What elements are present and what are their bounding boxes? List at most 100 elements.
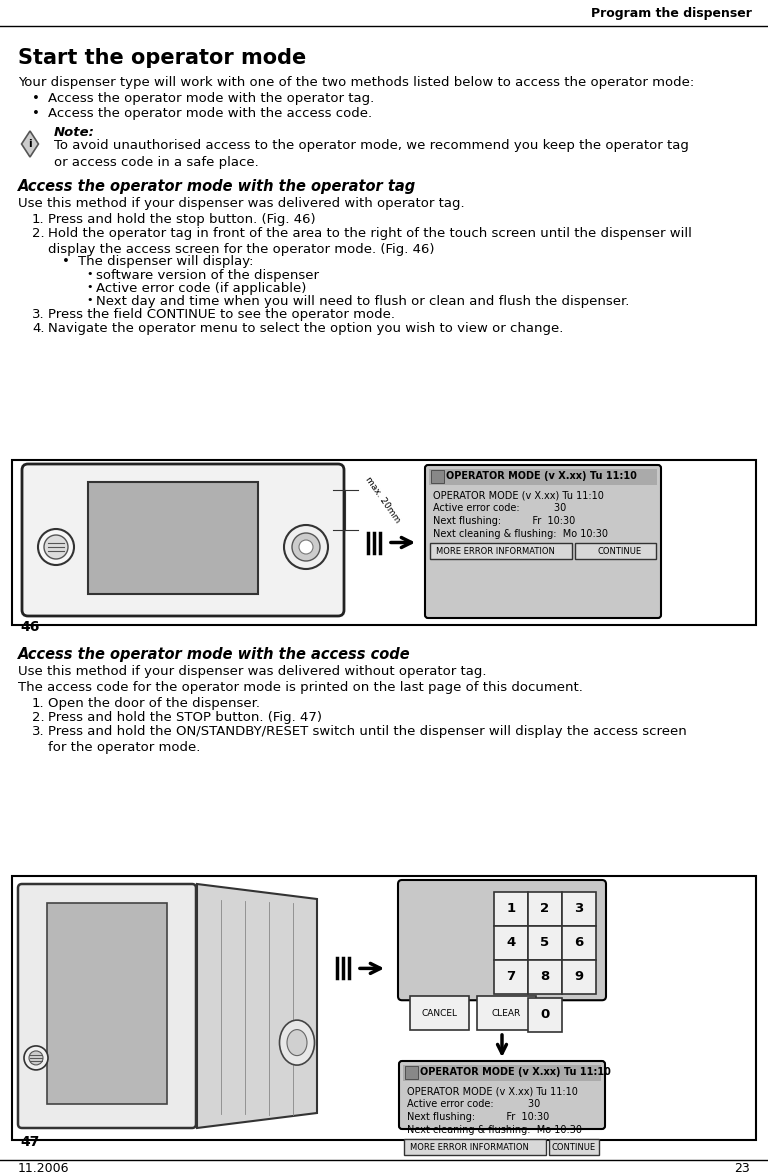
- Text: i: i: [28, 139, 31, 149]
- FancyBboxPatch shape: [430, 543, 572, 559]
- FancyBboxPatch shape: [477, 996, 536, 1030]
- FancyBboxPatch shape: [399, 1061, 605, 1129]
- Text: The dispenser will display:: The dispenser will display:: [78, 255, 253, 268]
- Text: The access code for the operator mode is printed on the last page of this docume: The access code for the operator mode is…: [18, 681, 583, 694]
- Circle shape: [284, 524, 328, 569]
- Text: Next cleaning & flushing:  Mo 10:30: Next cleaning & flushing: Mo 10:30: [433, 529, 608, 539]
- Text: 4.: 4.: [32, 322, 45, 335]
- Text: Open the door of the dispenser.: Open the door of the dispenser.: [48, 697, 260, 710]
- FancyBboxPatch shape: [22, 465, 344, 616]
- FancyBboxPatch shape: [403, 1065, 601, 1081]
- Text: 11.2006: 11.2006: [18, 1162, 69, 1175]
- FancyBboxPatch shape: [494, 893, 528, 926]
- Polygon shape: [22, 131, 38, 158]
- Text: Press and hold the STOP button. (Fig. 47): Press and hold the STOP button. (Fig. 47…: [48, 711, 322, 724]
- Text: Access the operator mode with the operator tag: Access the operator mode with the operat…: [18, 179, 416, 194]
- Circle shape: [29, 1051, 43, 1065]
- FancyBboxPatch shape: [88, 482, 258, 594]
- Circle shape: [299, 540, 313, 554]
- FancyBboxPatch shape: [528, 893, 562, 926]
- FancyBboxPatch shape: [528, 960, 562, 994]
- Text: •: •: [32, 107, 40, 120]
- Text: 6: 6: [574, 936, 584, 949]
- FancyBboxPatch shape: [528, 998, 562, 1033]
- Text: 5: 5: [541, 936, 550, 949]
- Circle shape: [24, 1045, 48, 1070]
- Text: Access the operator mode with the access code: Access the operator mode with the access…: [18, 647, 411, 662]
- Text: Access the operator mode with the operator tag.: Access the operator mode with the operat…: [48, 92, 374, 105]
- Ellipse shape: [287, 1030, 307, 1056]
- Text: •: •: [86, 295, 92, 305]
- Text: 1.: 1.: [32, 213, 45, 226]
- Text: Note:: Note:: [54, 126, 95, 139]
- Circle shape: [44, 535, 68, 559]
- Text: CLEAR: CLEAR: [492, 1009, 521, 1017]
- Text: MORE ERROR INFORMATION: MORE ERROR INFORMATION: [436, 547, 554, 556]
- Text: •: •: [32, 92, 40, 105]
- Text: Start the operator mode: Start the operator mode: [18, 48, 306, 68]
- FancyBboxPatch shape: [549, 1140, 599, 1155]
- FancyBboxPatch shape: [528, 926, 562, 960]
- Text: 0: 0: [541, 1009, 550, 1022]
- FancyBboxPatch shape: [562, 926, 596, 960]
- Text: Hold the operator tag in front of the area to the right of the touch screen unti: Hold the operator tag in front of the ar…: [48, 227, 692, 256]
- Text: Press and hold the stop button. (Fig. 46): Press and hold the stop button. (Fig. 46…: [48, 213, 316, 226]
- Text: software version of the dispenser: software version of the dispenser: [96, 269, 319, 282]
- FancyBboxPatch shape: [405, 1065, 418, 1080]
- Text: 8: 8: [541, 970, 550, 983]
- Text: Active error code:           30: Active error code: 30: [407, 1100, 540, 1109]
- FancyBboxPatch shape: [410, 996, 469, 1030]
- Text: Access the operator mode with the access code.: Access the operator mode with the access…: [48, 107, 372, 120]
- FancyBboxPatch shape: [494, 926, 528, 960]
- Text: 46: 46: [20, 620, 39, 634]
- Text: 3: 3: [574, 902, 584, 915]
- Text: MORE ERROR INFORMATION: MORE ERROR INFORMATION: [410, 1143, 529, 1152]
- Text: 1.: 1.: [32, 697, 45, 710]
- Text: OPERATOR MODE (v X.xx) Tu 11:10: OPERATOR MODE (v X.xx) Tu 11:10: [446, 472, 637, 481]
- Text: Press and hold the ON/STANDBY/RESET switch until the dispenser will display the : Press and hold the ON/STANDBY/RESET swit…: [48, 724, 687, 755]
- FancyBboxPatch shape: [12, 876, 756, 1140]
- Text: Press the field CONTINUE to see the operator mode.: Press the field CONTINUE to see the oper…: [48, 308, 395, 321]
- Text: 23: 23: [734, 1162, 750, 1175]
- Text: Active error code:           30: Active error code: 30: [433, 503, 566, 513]
- Text: 1: 1: [506, 902, 515, 915]
- Text: 9: 9: [574, 970, 584, 983]
- Ellipse shape: [280, 1020, 315, 1065]
- Text: max. 20mm: max. 20mm: [363, 475, 402, 524]
- FancyBboxPatch shape: [47, 903, 167, 1104]
- Text: OPERATOR MODE (v X.xx) Tu 11:10: OPERATOR MODE (v X.xx) Tu 11:10: [433, 490, 604, 500]
- Text: 3.: 3.: [32, 308, 45, 321]
- Text: Your dispenser type will work with one of the two methods listed below to access: Your dispenser type will work with one o…: [18, 76, 694, 89]
- FancyBboxPatch shape: [398, 880, 606, 1001]
- Text: Next day and time when you will need to flush or clean and flush the dispenser.: Next day and time when you will need to …: [96, 295, 629, 308]
- Text: •: •: [86, 269, 92, 279]
- Polygon shape: [197, 884, 317, 1128]
- Text: Next flushing:          Fr  10:30: Next flushing: Fr 10:30: [433, 516, 575, 526]
- FancyBboxPatch shape: [562, 960, 596, 994]
- FancyBboxPatch shape: [18, 884, 196, 1128]
- Text: 2: 2: [541, 902, 550, 915]
- Text: Use this method if your dispenser was delivered without operator tag.: Use this method if your dispenser was de…: [18, 664, 486, 679]
- FancyBboxPatch shape: [425, 465, 661, 619]
- FancyBboxPatch shape: [575, 543, 656, 559]
- FancyBboxPatch shape: [429, 469, 657, 485]
- FancyBboxPatch shape: [431, 470, 444, 483]
- Text: 2.: 2.: [32, 227, 45, 240]
- Text: 7: 7: [506, 970, 515, 983]
- Text: Navigate the operator menu to select the option you wish to view or change.: Navigate the operator menu to select the…: [48, 322, 564, 335]
- Text: Use this method if your dispenser was delivered with operator tag.: Use this method if your dispenser was de…: [18, 198, 465, 211]
- Text: OPERATOR MODE (v X.xx) Tu 11:10: OPERATOR MODE (v X.xx) Tu 11:10: [407, 1085, 578, 1096]
- Text: CONTINUE: CONTINUE: [598, 547, 642, 556]
- Text: Next flushing:          Fr  10:30: Next flushing: Fr 10:30: [407, 1112, 549, 1122]
- Circle shape: [38, 529, 74, 564]
- Text: 3.: 3.: [32, 724, 45, 739]
- Circle shape: [292, 533, 320, 561]
- Text: 47: 47: [20, 1135, 39, 1149]
- Text: 4: 4: [506, 936, 515, 949]
- Text: CANCEL: CANCEL: [422, 1009, 458, 1017]
- Text: Next cleaning & flushing:  Mo 10:30: Next cleaning & flushing: Mo 10:30: [407, 1125, 582, 1135]
- Text: Active error code (if applicable): Active error code (if applicable): [96, 282, 306, 295]
- Text: OPERATOR MODE (v X.xx) Tu 11:10: OPERATOR MODE (v X.xx) Tu 11:10: [420, 1067, 611, 1077]
- Text: •: •: [62, 255, 70, 268]
- FancyBboxPatch shape: [12, 460, 756, 624]
